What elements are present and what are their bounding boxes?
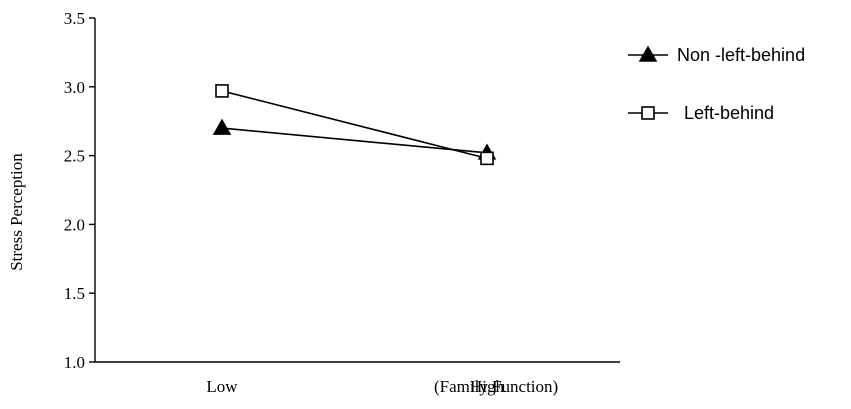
legend-marker <box>641 106 655 120</box>
legend-item: Non -left-behind <box>628 45 805 65</box>
y-tick-label: 2.0 <box>64 215 85 234</box>
legend: Non -left-behind Left-behind <box>628 45 805 123</box>
x-axis-note: (Family Function) <box>434 377 558 396</box>
y-axis: 1.0 1.5 2.0 2.5 3.0 3.5 <box>64 9 96 372</box>
y-axis-title: Stress Perception <box>7 153 26 271</box>
y-tick-label: 1.5 <box>64 284 85 303</box>
x-axis: Low High(Family Function) <box>95 361 620 396</box>
legend-item: Left-behind <box>628 103 774 123</box>
y-tick-label: 3.0 <box>64 78 85 97</box>
series-0 <box>212 118 497 160</box>
series-line <box>221 90 488 160</box>
data-point <box>212 118 232 135</box>
x-tick-label: Low <box>206 377 238 396</box>
data-point <box>215 84 229 98</box>
legend-label: Left-behind <box>684 103 774 123</box>
y-tick-label: 3.5 <box>64 9 85 28</box>
data-point <box>480 151 494 166</box>
series-layer <box>212 84 497 166</box>
legend-marker <box>638 45 658 62</box>
x-tick-label: High <box>470 377 505 396</box>
y-tick-label: 2.5 <box>64 147 85 166</box>
y-tick-label: 1.0 <box>64 353 85 372</box>
legend-label: Non -left-behind <box>677 45 805 65</box>
series-line <box>221 127 488 154</box>
series-1 <box>215 84 494 166</box>
